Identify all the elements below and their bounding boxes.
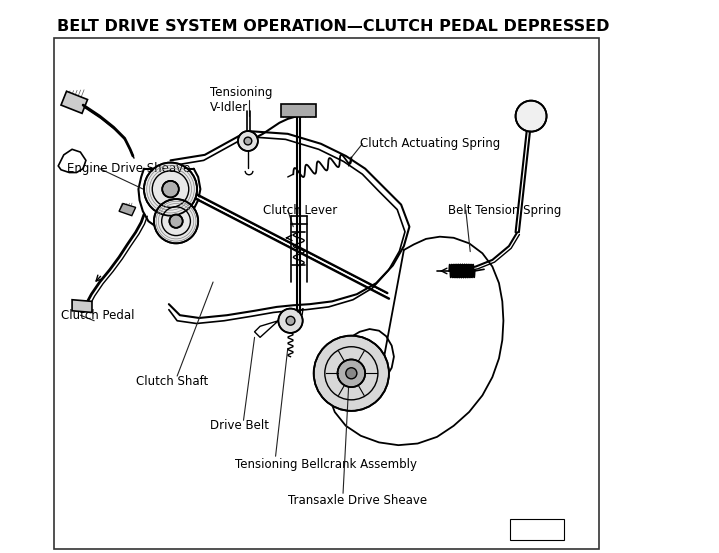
Text: Tensioning
V-Idler: Tensioning V-Idler	[211, 86, 273, 113]
Circle shape	[244, 137, 252, 145]
Circle shape	[144, 163, 197, 216]
Circle shape	[516, 101, 546, 132]
Text: Clutch Actuating Spring: Clutch Actuating Spring	[360, 137, 500, 150]
Circle shape	[286, 316, 295, 325]
Polygon shape	[281, 104, 316, 117]
Text: BELT DRIVE SYSTEM OPERATION—CLUTCH PEDAL DEPRESSED: BELT DRIVE SYSTEM OPERATION—CLUTCH PEDAL…	[57, 19, 609, 34]
Text: Drive Belt: Drive Belt	[211, 419, 270, 432]
Circle shape	[337, 359, 365, 387]
Text: Clutch Shaft: Clutch Shaft	[136, 375, 208, 388]
Polygon shape	[119, 204, 136, 216]
Polygon shape	[61, 91, 88, 113]
Circle shape	[170, 215, 183, 228]
Circle shape	[238, 131, 258, 151]
Text: Transaxle Drive Sheave: Transaxle Drive Sheave	[288, 494, 427, 507]
Circle shape	[154, 199, 198, 243]
Text: Belt Tension Spring: Belt Tension Spring	[448, 204, 562, 217]
Text: Tensioning Bellcrank Assembly: Tensioning Bellcrank Assembly	[235, 458, 417, 471]
Text: Engine Drive Sheave: Engine Drive Sheave	[67, 162, 190, 175]
Text: M83362: M83362	[516, 524, 558, 534]
Text: Clutch Lever: Clutch Lever	[263, 204, 337, 217]
Circle shape	[278, 309, 303, 333]
Circle shape	[162, 181, 179, 197]
Text: Clutch Pedal: Clutch Pedal	[61, 309, 134, 322]
Circle shape	[346, 368, 357, 379]
Bar	[510, 519, 564, 540]
Circle shape	[313, 336, 389, 411]
Polygon shape	[72, 300, 92, 312]
